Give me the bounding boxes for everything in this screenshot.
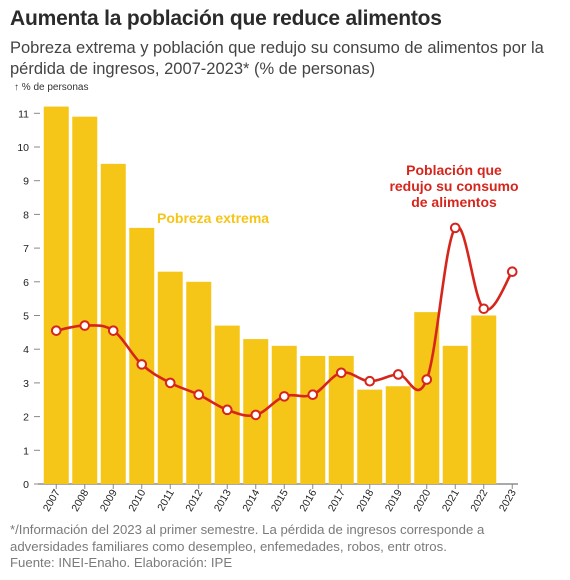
- y-tick-label: 11: [18, 108, 29, 120]
- line-point: [136, 359, 148, 370]
- bar: [186, 281, 212, 484]
- bar: [43, 106, 69, 484]
- footnote: */Información del 2023 al primer semestr…: [10, 522, 565, 572]
- line-point: [506, 266, 518, 277]
- line-series-label-line-2: redujo su consumo: [389, 178, 518, 194]
- chart-title: Aumenta la población que reduce alimento…: [10, 7, 442, 30]
- line-points: [50, 222, 518, 421]
- x-tick-labels: 2007 2008 2009 2010 2011 2012 2013 2014 2015 2016…: [41, 484, 519, 514]
- chart-subtitle: Pobreza extrema y población que redujo s…: [10, 39, 544, 78]
- line-point: [164, 377, 176, 389]
- line-point: [221, 404, 233, 416]
- x-tick-label: 2022: [468, 487, 490, 513]
- x-tick-label: 2021: [440, 487, 462, 513]
- y-axis-unit-label: ↑ % de personas: [14, 82, 89, 93]
- line-series-label-line-1: Población que: [406, 162, 502, 178]
- y-tick-label: 0: [23, 479, 29, 491]
- x-tick-label: 2007: [41, 487, 63, 513]
- line-point: [364, 375, 376, 387]
- x-tick-label: 2017: [326, 487, 348, 513]
- y-tick-label: 5: [23, 311, 29, 323]
- footnote-line-1: */Información del 2023 al primer semestr…: [10, 522, 485, 537]
- y-tick-label: 8: [23, 209, 29, 221]
- line-point: [449, 222, 461, 234]
- x-tick-label: 2019: [383, 487, 405, 513]
- x-tick-label: 2023: [497, 487, 519, 513]
- line-point: [107, 325, 119, 336]
- y-tick-label: 7: [23, 243, 29, 255]
- line-point: [50, 325, 62, 336]
- x-tick-label: 2015: [269, 487, 291, 513]
- line-point: [250, 409, 262, 421]
- x-tick-label: 2008: [69, 487, 91, 513]
- line-point: [421, 374, 433, 385]
- x-tick-label: 2009: [98, 487, 120, 513]
- x-tick-label: 2018: [354, 487, 376, 513]
- y-tick-label: 3: [23, 378, 29, 390]
- line-point: [335, 367, 347, 379]
- bar: [271, 345, 297, 484]
- x-tick-label: 2010: [126, 487, 148, 513]
- line-point: [307, 389, 319, 400]
- line-series-label-line-3: de alimentos: [411, 194, 497, 210]
- y-tick-label: 6: [23, 277, 29, 289]
- footnote-line-3: Fuente: INEI-Enaho. Elaboración: IPE: [10, 555, 233, 570]
- bar: [442, 345, 468, 484]
- bar-series-label: Pobreza extrema: [157, 210, 269, 226]
- y-tick-label: 2: [23, 412, 29, 424]
- bar: [72, 116, 98, 485]
- x-tick-label: 2016: [297, 487, 319, 513]
- line-point: [392, 369, 404, 380]
- x-tick-label: 2014: [240, 487, 262, 513]
- line-point: [79, 320, 91, 331]
- line-point: [478, 303, 490, 315]
- y-tick-label: 1: [23, 445, 29, 457]
- footnote-line-2: adversidades familiares como desempleo, …: [10, 538, 447, 554]
- x-tick-label: 2012: [183, 487, 205, 513]
- line-point: [278, 391, 290, 402]
- x-tick-label: 2011: [155, 487, 177, 513]
- y-tick-label: 9: [23, 176, 29, 188]
- bar: [300, 355, 326, 484]
- line-point: [193, 389, 205, 400]
- bar: [471, 315, 497, 484]
- bar: [385, 386, 411, 484]
- x-tick-label: 2013: [212, 487, 234, 513]
- y-tick-labels: 0 1 2 3 4 5 6 7 8 9 10 11: [17, 108, 29, 491]
- y-tick-label: 10: [17, 142, 29, 154]
- x-tick-label: 2020: [411, 487, 433, 513]
- bar: [357, 389, 383, 484]
- bar: [100, 163, 126, 484]
- y-tick-label: 4: [23, 344, 29, 356]
